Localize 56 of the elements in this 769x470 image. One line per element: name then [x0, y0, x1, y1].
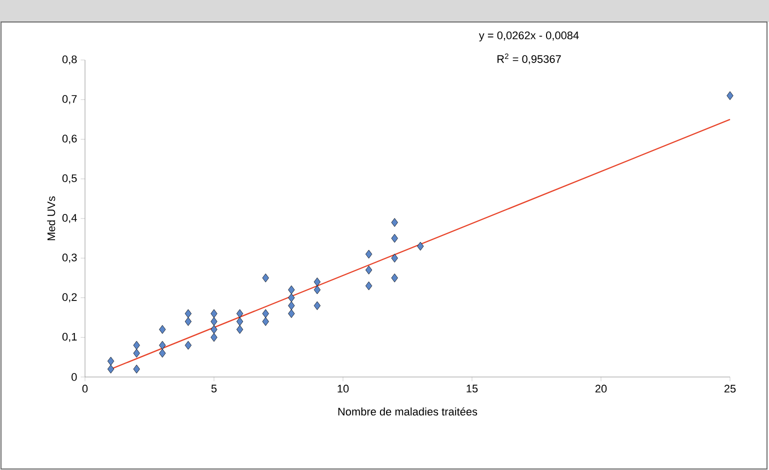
y-tick-label: 0,8 — [62, 55, 77, 65]
point — [159, 348, 166, 358]
y-tick-label: 0,6 — [62, 134, 77, 144]
y-tick-label: 0,1 — [62, 332, 77, 342]
point — [133, 364, 140, 374]
y-tick-label: 0,5 — [62, 174, 77, 184]
point — [159, 325, 166, 334]
y-tick-label: 0,4 — [62, 214, 77, 224]
text: y = 0,0262x - 0,0084 — [478, 32, 579, 42]
point — [107, 356, 114, 366]
y-tick-label: 0 — [72, 373, 77, 381]
point — [184, 309, 192, 318]
point — [236, 309, 244, 318]
point — [184, 340, 192, 350]
point — [236, 317, 244, 326]
point — [365, 250, 372, 259]
point — [365, 281, 372, 290]
point — [236, 325, 244, 334]
point — [210, 309, 218, 318]
x-tick-label: 10 — [338, 384, 349, 393]
point — [159, 340, 166, 350]
point — [288, 301, 295, 310]
x-tick-label: 5 — [211, 384, 217, 392]
point — [133, 348, 140, 358]
point — [107, 364, 114, 374]
point — [417, 242, 424, 251]
x-tick-label: 15 — [466, 384, 478, 392]
point — [391, 234, 398, 243]
point — [184, 317, 192, 326]
point — [314, 301, 321, 310]
point — [726, 91, 734, 100]
y-tick-label: 0,7 — [62, 95, 77, 104]
point — [262, 309, 269, 318]
point — [210, 332, 218, 342]
point — [365, 266, 372, 274]
y-tick-label: 0,2 — [62, 293, 77, 302]
point — [391, 218, 398, 227]
point — [133, 340, 140, 350]
point — [262, 274, 269, 282]
point — [314, 285, 321, 294]
annotation: R$^{2}$ = 0,95367 — [498, 54, 561, 64]
point — [262, 317, 269, 326]
y-tick-label: 0,3 — [62, 254, 77, 263]
point — [288, 293, 295, 302]
point — [391, 254, 398, 263]
point — [391, 274, 398, 282]
point — [288, 285, 295, 294]
point — [288, 309, 295, 318]
x-tick-label: 0 — [82, 384, 88, 393]
x-axis-title: Nombre de maladies traitées — [338, 407, 478, 416]
y-axis-title: Med UVs — [47, 196, 56, 240]
point — [210, 325, 218, 334]
x-tick-label: 20 — [595, 384, 607, 393]
point — [210, 317, 218, 326]
x-tick-label: 25 — [724, 384, 736, 393]
point — [314, 278, 321, 286]
